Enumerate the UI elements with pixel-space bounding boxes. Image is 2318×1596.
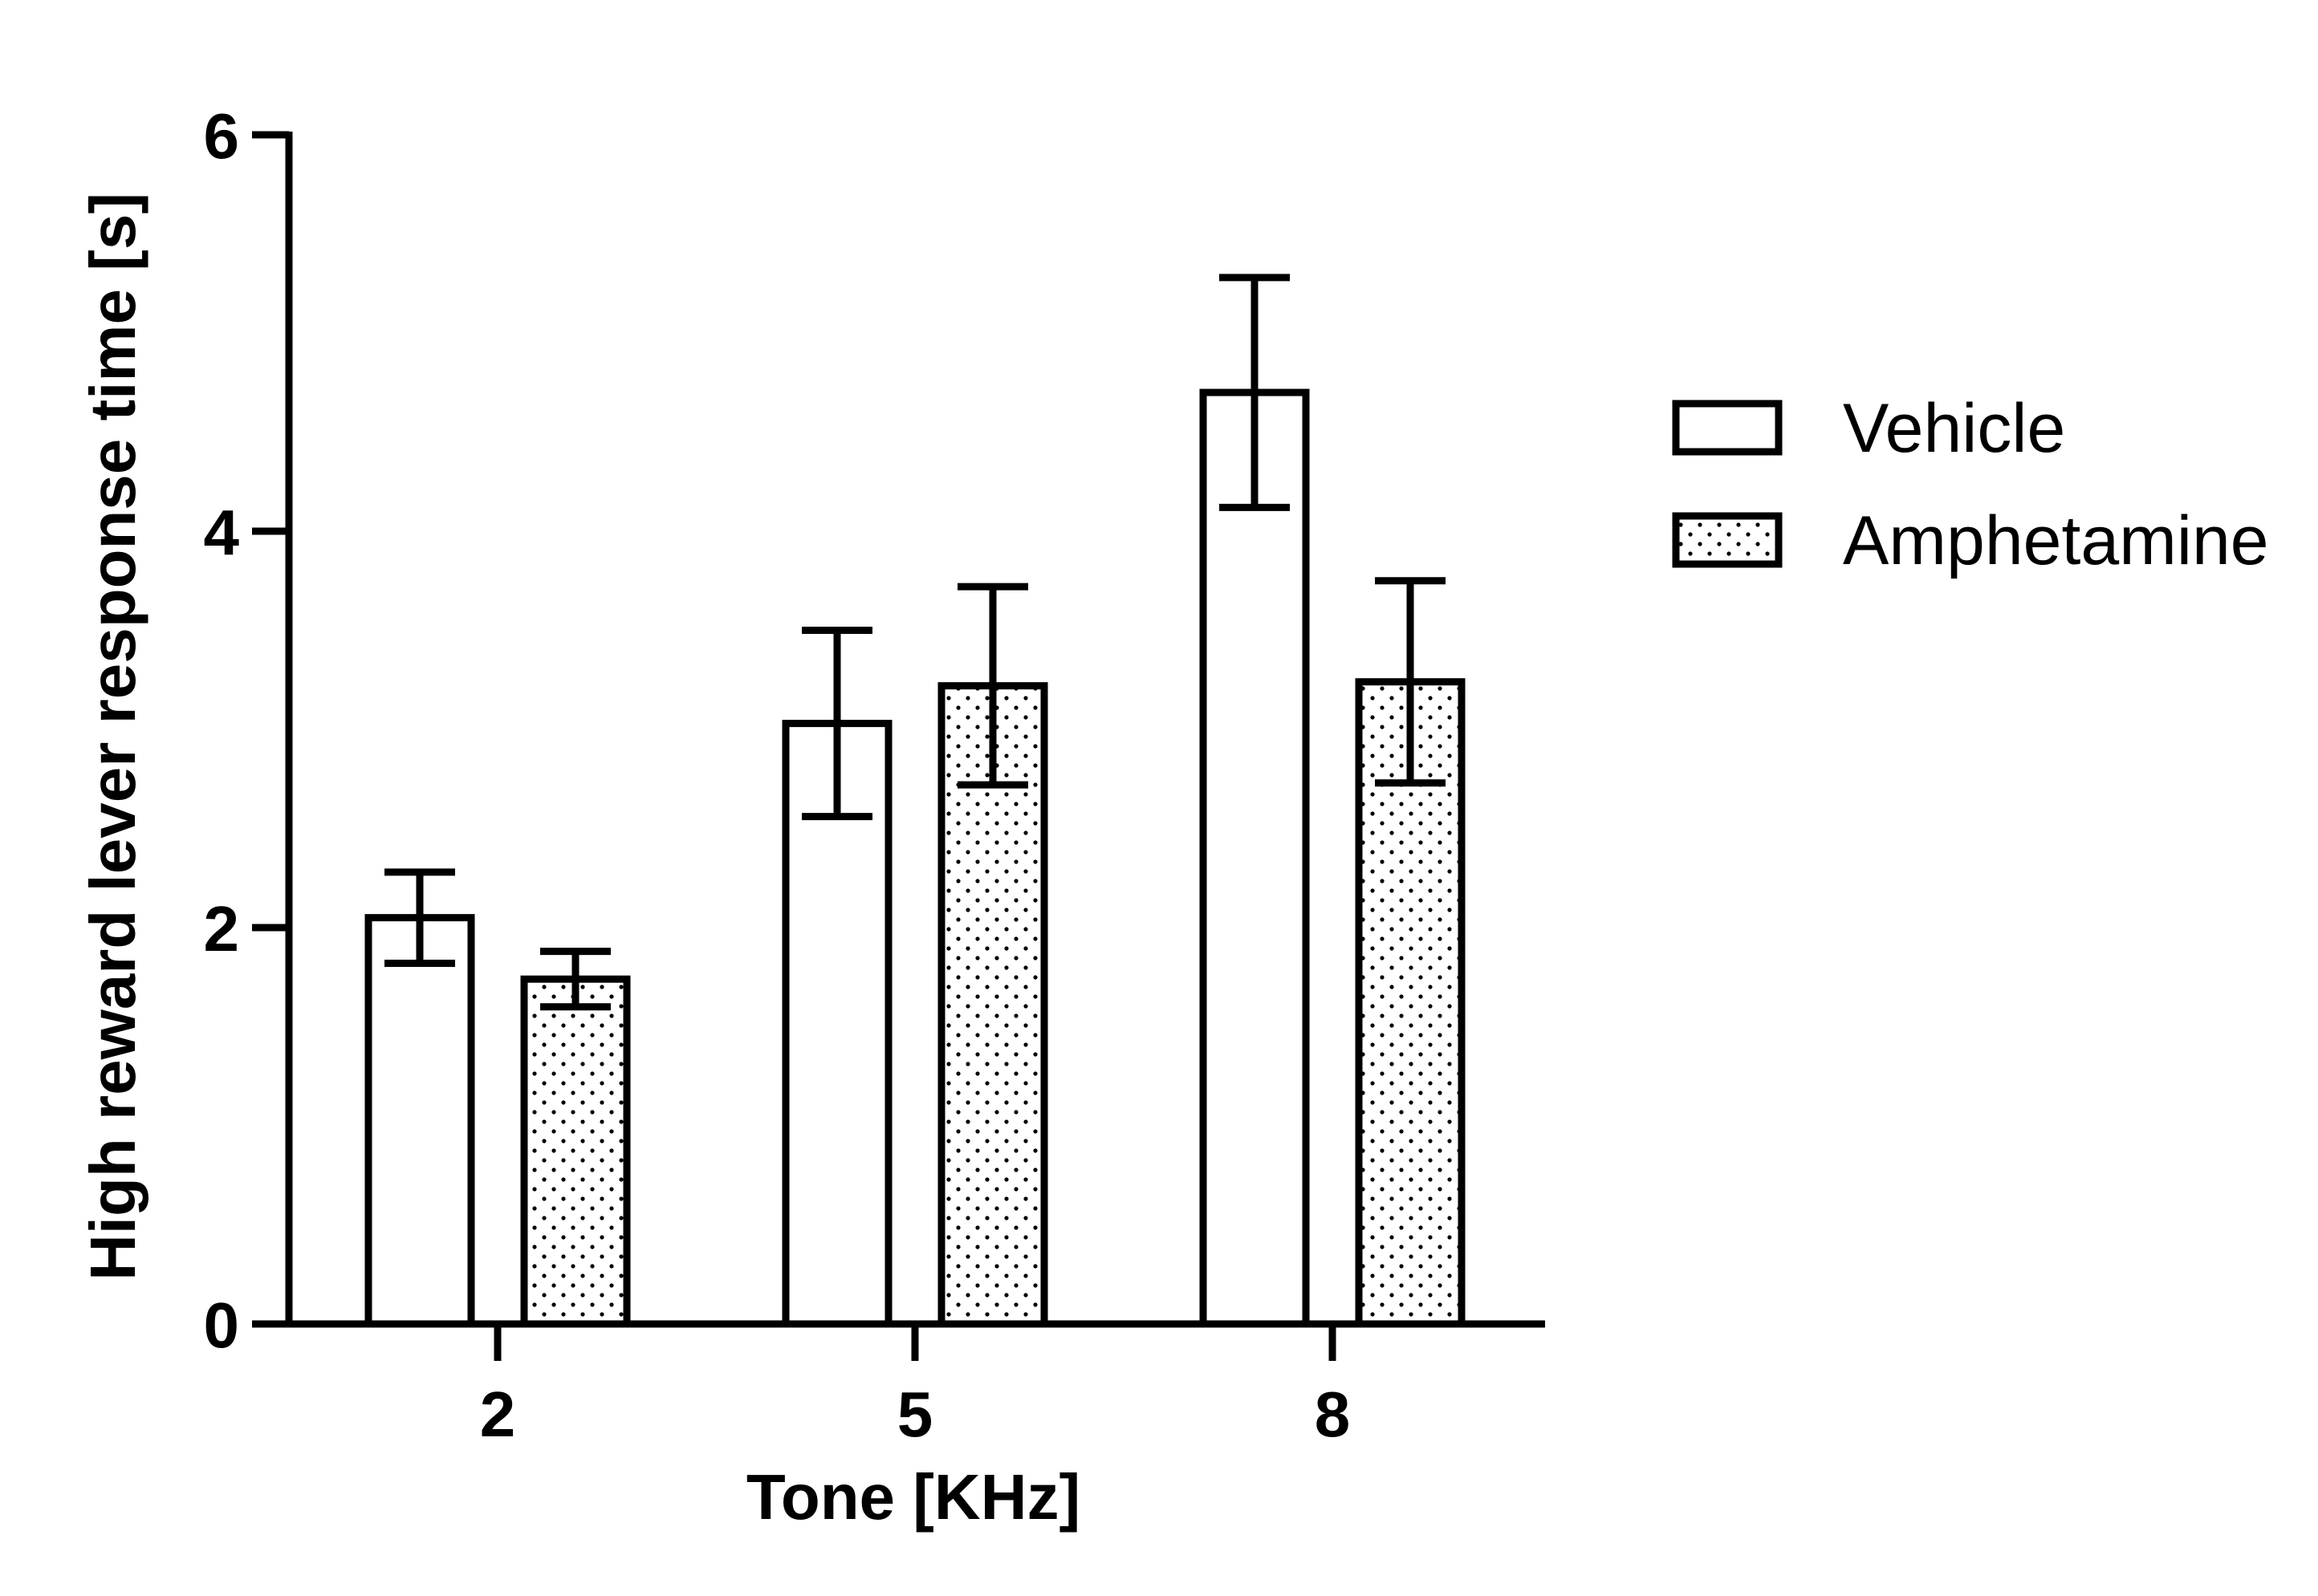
- bar-vehicle-5: [782, 720, 893, 1328]
- y-tick-label: 2: [204, 893, 240, 965]
- bar-vehicle-8: [1199, 388, 1310, 1328]
- y-tick-label: 6: [204, 100, 240, 172]
- legend-label-vehicle: Vehicle: [1843, 390, 2065, 467]
- error-bar-vehicle-5: [802, 627, 872, 821]
- bars-layer: [364, 274, 1466, 1328]
- x-axis-title: Tone [KHz]: [746, 1461, 1080, 1533]
- x-tick-label: 8: [1315, 1379, 1351, 1450]
- error-bar-amphetamine-8: [1375, 577, 1446, 787]
- y-axis-title: High reward lever response time [s]: [77, 193, 148, 1281]
- y-tick-label: 4: [204, 497, 240, 568]
- bar-amphetamine-2: [520, 975, 631, 1328]
- error-bar-amphetamine-2: [540, 948, 611, 1011]
- legend-swatch-vehicle: [1672, 400, 1783, 456]
- legend-swatch-amphetamine: [1672, 512, 1783, 568]
- bar-vehicle-2: [364, 914, 475, 1328]
- y-tick-label: 0: [204, 1289, 240, 1361]
- error-bar-vehicle-8: [1219, 274, 1290, 511]
- x-tick-label: 5: [897, 1379, 933, 1450]
- y-axis: 0 2 4 6: [204, 100, 293, 1361]
- legend-label-amphetamine: Amphetamine: [1843, 502, 2269, 579]
- bar-amphetamine-8: [1355, 678, 1466, 1328]
- error-bar-amphetamine-5: [958, 583, 1028, 789]
- x-axis: 2 5 8: [252, 1320, 1545, 1450]
- x-tick-label: 2: [480, 1379, 516, 1450]
- legend: Vehicle Amphetamine: [1672, 390, 2269, 579]
- error-bar-vehicle-2: [384, 868, 455, 967]
